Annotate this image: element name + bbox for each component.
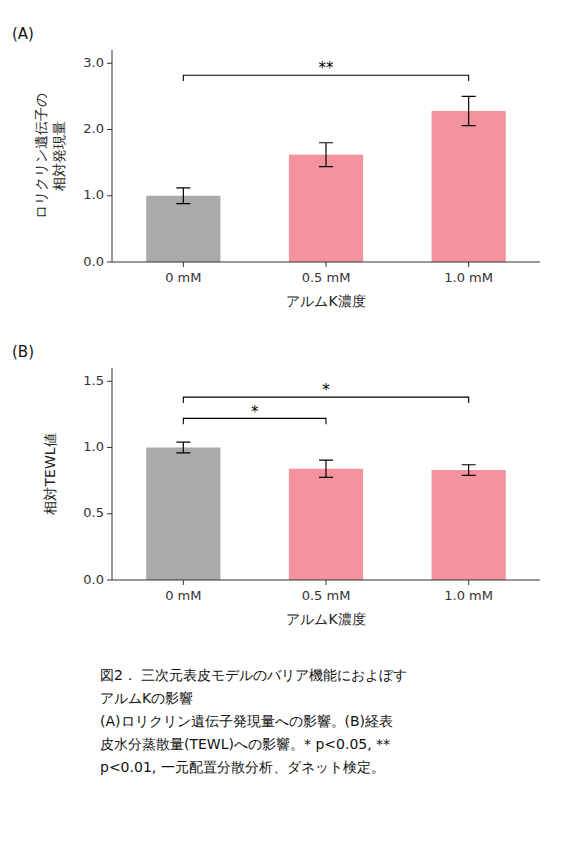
y-tick <box>107 195 112 196</box>
caption-line: (A)ロリクリン遺伝子発現量への影響。(B)経表 <box>100 713 393 729</box>
y-axis-label: 相対TEWL値 <box>42 433 58 514</box>
bar <box>146 448 220 581</box>
y-axis-label-line: 相対発現量 <box>51 121 67 191</box>
x-tick <box>326 262 327 267</box>
x-tick-label: 0.5 mM <box>302 270 351 285</box>
y-tick-label: 0.5 <box>83 505 104 520</box>
error-bar <box>176 442 190 453</box>
y-tick-label: 1.0 <box>83 187 104 202</box>
caption-line: アルムKの影響 <box>100 690 193 706</box>
panel-label: (A) <box>12 25 34 43</box>
bar <box>432 111 506 262</box>
error-bar <box>319 460 333 477</box>
x-tick-label: 1.0 mM <box>444 270 493 285</box>
bars <box>146 96 506 262</box>
caption-line: 皮水分蒸散量(TEWL)への影響。* p<0.05, ** <box>100 736 390 752</box>
y-tick-label: 0.0 <box>83 254 104 269</box>
figure: 0.0 1.0 2.0 3.0 0 mM 0.5 mM 1.0 mM アルムK濃度 ロリクリン遺… <box>0 0 564 844</box>
bar <box>289 469 363 580</box>
panel-label: (B) <box>12 343 34 361</box>
error-bar <box>462 465 476 476</box>
significance-label: * <box>322 381 330 399</box>
y-tick <box>107 129 112 130</box>
y-tick-label: 1.5 <box>83 373 104 388</box>
x-tick <box>183 262 184 267</box>
y-axis <box>112 368 113 580</box>
bar <box>289 155 363 262</box>
bars <box>146 442 506 580</box>
x-tick-label: 0.5 mM <box>302 588 351 603</box>
x-tick-label: 0 mM <box>165 588 201 603</box>
y-tick-label: 3.0 <box>83 55 104 70</box>
error-bar <box>462 96 476 125</box>
panel: 0.0 1.0 2.0 3.0 0 mM 0.5 mM 1.0 mM アルムK濃度 ロリクリン遺… <box>12 25 540 309</box>
error-bar <box>319 143 333 167</box>
significance-label: ** <box>319 59 335 77</box>
y-tick-label: 1.0 <box>83 439 104 454</box>
x-tick <box>468 262 469 267</box>
caption-line: 図2． 三次元表皮モデルのバリア機能におよぼす <box>100 667 407 683</box>
x-tick <box>468 580 469 585</box>
y-tick <box>107 63 112 64</box>
y-tick <box>107 447 112 448</box>
error-bar <box>176 188 190 204</box>
y-axis <box>112 50 113 262</box>
x-tick <box>183 580 184 585</box>
panel: 0.0 0.5 1.0 1.5 0 mM 0.5 mM 1.0 mM アルムK濃度 相対TEWL… <box>12 343 540 627</box>
bar <box>146 196 220 262</box>
y-tick <box>107 580 112 581</box>
x-axis-label: アルムK濃度 <box>286 611 365 627</box>
significance-label: * <box>251 403 259 421</box>
y-axis-label-line: 相対TEWL値 <box>42 433 58 514</box>
x-tick-label: 0 mM <box>165 270 201 285</box>
x-tick <box>326 580 327 585</box>
y-tick-label: 0.0 <box>83 572 104 587</box>
x-tick-label: 1.0 mM <box>444 588 493 603</box>
caption: 図2． 三次元表皮モデルのバリア機能におよぼすアルムKの影響 (A)ロリクリン遺伝… <box>100 667 407 775</box>
y-tick <box>107 513 112 514</box>
y-tick <box>107 381 112 382</box>
caption-line: p<0.01, 一元配置分散分析、ダネット検定。 <box>100 759 385 775</box>
x-axis-label: アルムK濃度 <box>286 293 365 309</box>
bar <box>432 470 506 580</box>
y-axis-label: ロリクリン遺伝子の相対発現量 <box>33 93 67 219</box>
y-tick <box>107 262 112 263</box>
y-tick-label: 2.0 <box>83 121 104 136</box>
y-axis-label-line: ロリクリン遺伝子の <box>33 93 49 219</box>
